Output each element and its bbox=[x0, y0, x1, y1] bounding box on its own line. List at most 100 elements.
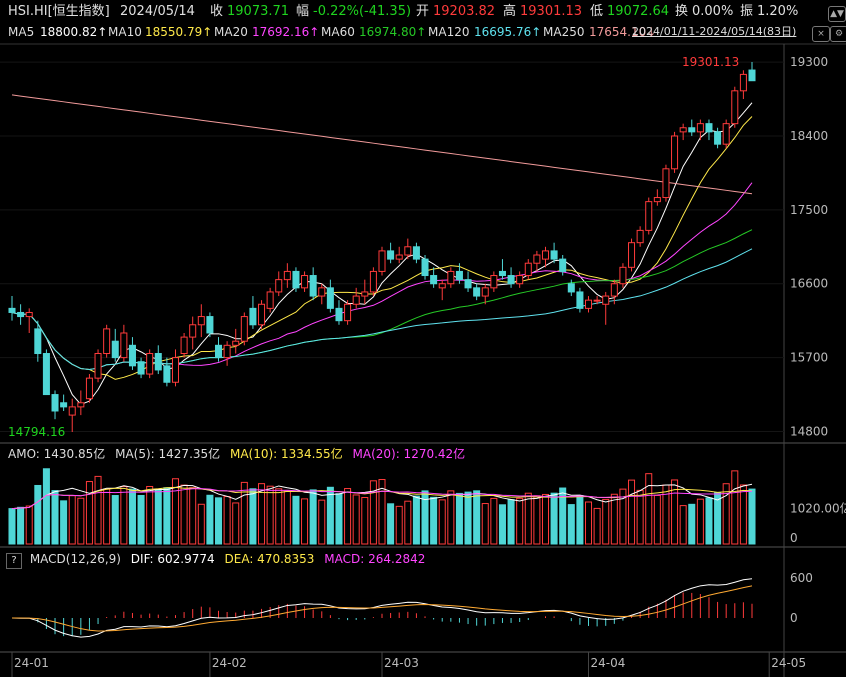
volume-bar bbox=[146, 485, 154, 545]
close-button[interactable]: × bbox=[812, 26, 830, 42]
candle-body bbox=[361, 291, 369, 297]
high-marker: 19301.13 bbox=[682, 55, 739, 69]
candle-body bbox=[628, 242, 636, 268]
volume-tick: 0 bbox=[790, 531, 798, 545]
volume-bar bbox=[206, 494, 214, 545]
price-tick: 17500 bbox=[790, 203, 828, 217]
low-value: 19072.64 bbox=[607, 4, 670, 19]
amo-legend: AMO: 1430.85亿 MA(5): 1427.35亿 MA(10): 13… bbox=[8, 446, 471, 462]
date-tick: 24-04 bbox=[591, 656, 626, 670]
volume-bar bbox=[722, 483, 730, 545]
vol-ma20-line bbox=[11, 488, 753, 510]
macd-dea: DEA: 470.8353 bbox=[224, 552, 315, 566]
candle-body bbox=[593, 299, 601, 302]
candle-body bbox=[154, 353, 162, 371]
volume-bar bbox=[258, 483, 266, 545]
macd-legend: ? MACD(12,26,9) DIF: 602.9774 DEA: 470.8… bbox=[6, 551, 431, 569]
volume-bar bbox=[696, 498, 704, 545]
macd-dif: DIF: 602.9774 bbox=[130, 552, 215, 566]
help-icon[interactable]: ? bbox=[6, 553, 22, 569]
volume-bar bbox=[344, 488, 352, 545]
price-tick: 16600 bbox=[790, 277, 828, 291]
candle-body bbox=[309, 275, 317, 297]
ma-legend: MA5 18800.82↑ MA10 18550.79↑ MA20 17692.… bbox=[0, 23, 846, 41]
candle-body bbox=[473, 287, 481, 297]
date-tick: 24-05 bbox=[771, 656, 806, 670]
ma60-label: MA60 bbox=[321, 25, 355, 39]
volume-bar bbox=[739, 484, 747, 545]
volume-bar bbox=[215, 497, 223, 545]
candle-body bbox=[567, 283, 575, 293]
turnover-label: 换 bbox=[675, 4, 689, 19]
candle-body bbox=[696, 123, 704, 133]
grid bbox=[0, 61, 784, 433]
candle-body bbox=[498, 270, 506, 277]
candle-body bbox=[180, 336, 188, 355]
candle-body bbox=[266, 291, 274, 309]
candle-body bbox=[223, 344, 231, 359]
candle-body bbox=[103, 328, 111, 355]
volume-bar bbox=[731, 470, 739, 545]
candle-body bbox=[722, 123, 730, 145]
volume-bar bbox=[120, 486, 128, 545]
volume-bar bbox=[473, 490, 481, 545]
axis-labels: 19300 18400 17500 16600 15700 14800 19301.13 14… bbox=[8, 55, 846, 677]
volume-bar bbox=[25, 505, 33, 545]
ma250-value: 17654.10↓ bbox=[589, 25, 657, 39]
candle-body bbox=[378, 250, 386, 272]
volume-bar bbox=[636, 489, 644, 545]
candle-body bbox=[275, 279, 283, 293]
candle-body bbox=[206, 316, 214, 334]
volume-bar bbox=[679, 505, 687, 545]
amplitude-label: 振 bbox=[740, 4, 754, 19]
dea-line bbox=[11, 585, 753, 632]
volume-bar bbox=[232, 502, 240, 545]
symbol-label[interactable]: HSI.HI[恒生指数] bbox=[8, 4, 110, 19]
volume-bar bbox=[223, 496, 231, 545]
amo-ma20: MA(20): 1270.42亿 bbox=[352, 447, 466, 461]
candle-body bbox=[77, 402, 85, 408]
candle-body bbox=[369, 270, 377, 293]
macd-title: MACD(12,26,9) bbox=[29, 552, 121, 566]
settings-icon[interactable]: ⚙ bbox=[830, 26, 846, 42]
volume-bar bbox=[378, 479, 386, 545]
volume-bar bbox=[318, 499, 326, 545]
volume-bar bbox=[705, 497, 713, 545]
volume-bar bbox=[111, 495, 119, 545]
date-range[interactable]: 2024/01/11-2024/05/14(83日) bbox=[632, 25, 797, 38]
volume-bar bbox=[541, 493, 550, 545]
candle-body bbox=[447, 270, 455, 285]
volume-bar bbox=[301, 498, 309, 545]
quote-header: HSI.HI[恒生指数] 2024/05/14 收 19073.71 幅 -0.… bbox=[0, 2, 846, 22]
date-tick: 24-01 bbox=[14, 656, 49, 670]
volume-bar bbox=[645, 473, 653, 545]
ma20-label: MA20 bbox=[214, 25, 248, 39]
volume-bar bbox=[352, 494, 360, 545]
candle-body bbox=[111, 340, 119, 359]
candle-body bbox=[301, 275, 309, 289]
candle-body bbox=[283, 270, 291, 281]
volume-bar bbox=[481, 503, 489, 545]
candle-body bbox=[292, 270, 300, 289]
candle-body bbox=[232, 340, 240, 346]
volume-bar bbox=[240, 481, 248, 545]
candle-body bbox=[559, 258, 567, 272]
candle-body bbox=[671, 135, 679, 170]
date-tick: 24-02 bbox=[212, 656, 247, 670]
volume-bar bbox=[361, 497, 369, 545]
volume-bar bbox=[559, 487, 567, 545]
candle-body bbox=[197, 316, 205, 326]
volume-bar bbox=[283, 490, 291, 545]
candle-body bbox=[8, 307, 16, 313]
amo-ma10: MA(10): 1334.55亿 bbox=[229, 447, 343, 461]
open-value: 19203.82 bbox=[433, 4, 496, 19]
candle-body bbox=[395, 254, 403, 260]
price-tick: 15700 bbox=[790, 351, 828, 365]
macd-tick: 600 bbox=[790, 571, 813, 585]
candle-body bbox=[335, 307, 343, 322]
candle-body bbox=[51, 394, 59, 412]
candle-body bbox=[387, 250, 395, 260]
turnover-value: 0.00% bbox=[692, 4, 734, 19]
candle-body bbox=[455, 270, 463, 281]
